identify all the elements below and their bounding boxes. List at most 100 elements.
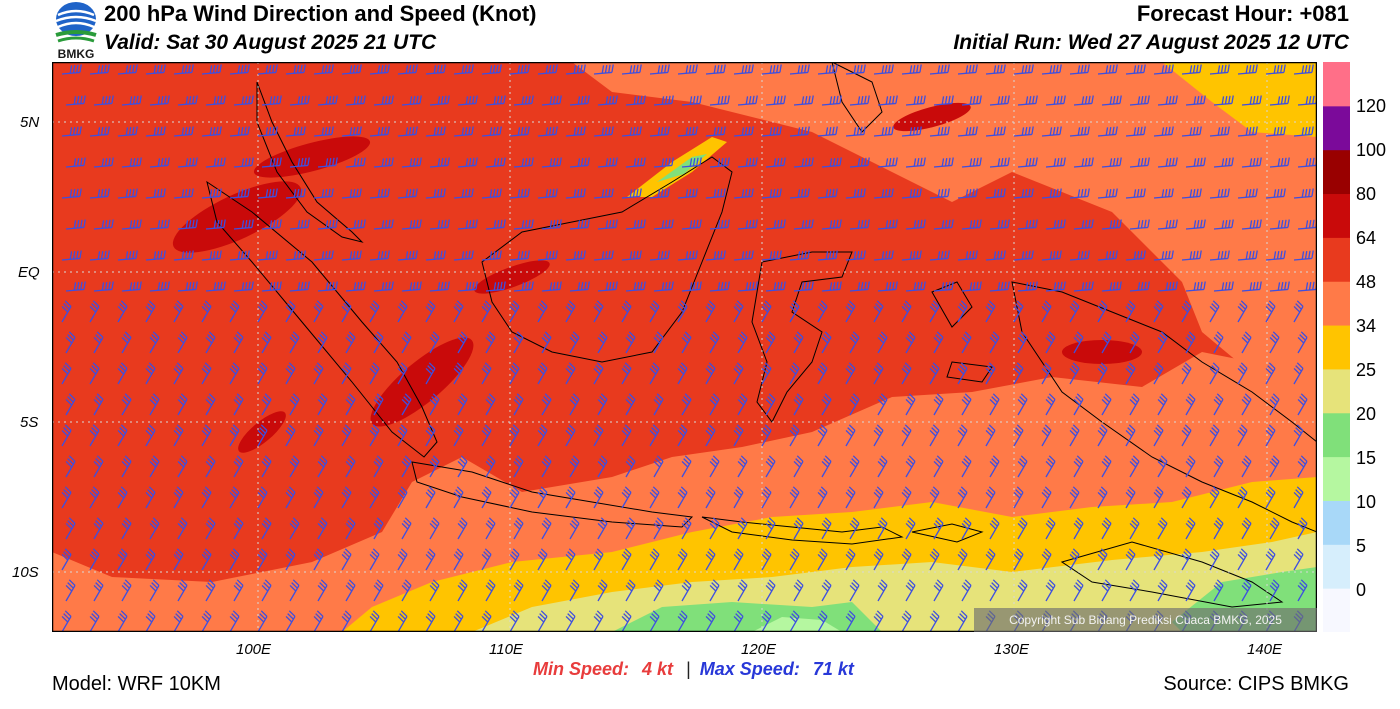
wind-barb [1101, 157, 1122, 168]
wind-barb [1101, 281, 1122, 292]
wind-barb [1297, 579, 1308, 602]
wind-barb [901, 250, 922, 261]
wind-barb [873, 424, 884, 447]
wind-barb [1045, 393, 1056, 416]
wind-barb [621, 424, 632, 447]
wind-barb [929, 548, 940, 571]
wind-barb [89, 250, 110, 261]
wind-barb [929, 64, 950, 75]
wind-barb [145, 300, 156, 323]
wind-barb [1293, 64, 1314, 75]
wind-barb [929, 486, 940, 509]
wind-barb [285, 250, 306, 261]
legend-swatch [1323, 193, 1350, 238]
wind-barb [373, 455, 384, 478]
wind-barb [1041, 486, 1052, 509]
wind-barb [653, 455, 664, 478]
wind-barb [677, 486, 688, 509]
wind-barb [989, 393, 1000, 416]
wind-barb [961, 455, 972, 478]
wind-barb [1185, 281, 1206, 292]
wind-barb [397, 250, 418, 261]
wind-barb [1297, 517, 1308, 540]
wind-barb [1101, 517, 1112, 540]
wind-barb [429, 455, 440, 478]
wind-barb [621, 126, 642, 137]
wind-barb [513, 95, 534, 106]
wind-barb [565, 188, 586, 199]
wind-barb [117, 610, 128, 632]
wind-barb [229, 188, 250, 199]
wind-barb [65, 95, 86, 106]
wind-barb [905, 579, 916, 602]
wind-barb [677, 610, 688, 632]
wind-barb [317, 95, 338, 106]
wind-barb [513, 579, 524, 602]
wind-barb [1125, 548, 1136, 571]
wind-barb [89, 486, 100, 509]
wind-barb [1185, 393, 1196, 416]
wind-barb [1297, 455, 1308, 478]
wind-barb [873, 250, 894, 261]
wind-barb [905, 281, 926, 292]
wind-barb [93, 95, 114, 106]
wind-barb [761, 126, 782, 137]
wind-barb [93, 219, 114, 230]
wind-barb [1293, 424, 1304, 447]
wind-barb [681, 331, 692, 354]
wind-barb [985, 64, 1006, 75]
wind-barb [1041, 126, 1062, 137]
wind-barb [1153, 300, 1164, 323]
wind-barb [733, 610, 744, 632]
wind-barb [597, 455, 608, 478]
wind-barb [397, 64, 418, 75]
wind-barb [537, 610, 548, 632]
lon-label-120e: 120E [741, 641, 777, 658]
wind-barb [905, 455, 916, 478]
legend-swatch [1323, 237, 1350, 282]
wind-barb [649, 188, 670, 199]
wind-barb [1181, 126, 1202, 137]
wind-barb [401, 517, 412, 540]
wind-barb [317, 219, 338, 230]
wind-barb [1157, 157, 1178, 168]
wind-barb [1097, 362, 1108, 385]
wind-barb [649, 64, 670, 75]
speed-separator: | [686, 659, 691, 679]
wind-barb [681, 281, 702, 292]
wind-barb [513, 219, 534, 230]
wind-barb [1293, 486, 1304, 509]
wind-barb [1213, 219, 1234, 230]
wind-barb [345, 455, 356, 478]
wind-barb [1237, 126, 1258, 137]
wind-barb [425, 64, 446, 75]
wind-barb [513, 157, 534, 168]
wind-barb [989, 579, 1000, 602]
wind-barb [1101, 219, 1122, 230]
wind-barb [873, 64, 894, 75]
wind-barb [649, 548, 660, 571]
wind-barb [1129, 281, 1150, 292]
wind-barb [65, 517, 76, 540]
wind-barb [933, 331, 944, 354]
wind-barb [541, 455, 552, 478]
wind-barb [1017, 455, 1028, 478]
wind-barb [313, 610, 324, 632]
wind-barb [653, 219, 674, 230]
wind-barb [597, 219, 618, 230]
wind-barb [481, 300, 492, 323]
wind-barb [89, 424, 100, 447]
wind-barb [145, 64, 166, 75]
wind-barb [205, 95, 226, 106]
wind-barb [1129, 393, 1140, 416]
wind-barb [1181, 548, 1192, 571]
wind-barb [849, 579, 860, 602]
wind-barb [541, 281, 562, 292]
wind-barb [93, 517, 104, 540]
wind-barb [1129, 219, 1150, 230]
wind-barb [1153, 188, 1174, 199]
wind-barb [369, 424, 380, 447]
wind-barb [229, 300, 240, 323]
wind-barb [65, 219, 86, 230]
wind-barb [261, 281, 282, 292]
